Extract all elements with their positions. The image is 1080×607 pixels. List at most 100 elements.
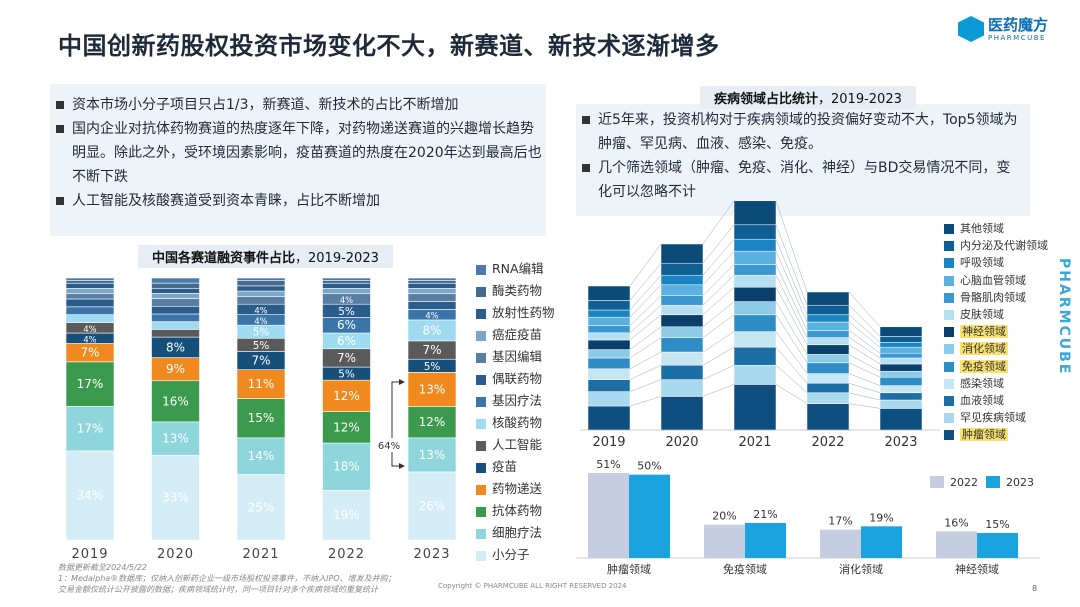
- connector-line: [702, 301, 735, 327]
- bar-segment: [151, 380, 200, 423]
- left-summary-box: [50, 84, 546, 236]
- bar-segment: [660, 304, 704, 316]
- connector-line: [775, 264, 808, 331]
- legend-swatch: [476, 308, 486, 319]
- bar-segment: [587, 391, 631, 407]
- bar-segment: [322, 277, 371, 281]
- bar-segment: [660, 243, 704, 264]
- bar-segment: [236, 369, 286, 399]
- legend-label: 放射性药物: [492, 305, 555, 320]
- connector-line: [629, 396, 662, 407]
- bar-segment: [806, 392, 850, 404]
- connector-line: [629, 314, 662, 341]
- connector-line: [629, 263, 662, 301]
- bar-segment: [151, 329, 200, 338]
- legend-swatch: [476, 550, 486, 561]
- legend-label: 2022: [950, 476, 978, 489]
- bar-segment: [806, 337, 850, 346]
- data-label: 15%: [248, 411, 275, 425]
- legend-swatch: [944, 258, 954, 269]
- bar-segment: [587, 309, 631, 318]
- x-tick-label: 2020: [665, 435, 698, 450]
- legend-swatch: [944, 344, 954, 355]
- legend-swatch: [476, 286, 486, 297]
- legend-swatch: [944, 430, 954, 441]
- connector-line: [702, 264, 735, 296]
- bar-segment: [806, 304, 850, 316]
- legend-item: 肿瘤领域: [944, 427, 1008, 443]
- side-brand-label: PHARMCUBE: [1056, 258, 1072, 376]
- x-tick-label: 2023: [884, 435, 917, 450]
- chart-title-year: ，2019-2023: [818, 92, 902, 107]
- legend-item: RNA编辑: [476, 261, 544, 277]
- bar-segment: [733, 346, 777, 366]
- data-label: 19%: [869, 511, 893, 524]
- legend-label: 抗体药物: [492, 503, 543, 518]
- data-label: 8%: [422, 323, 441, 337]
- bar: [861, 526, 902, 558]
- bar-segment: [407, 293, 457, 302]
- data-label: 13%: [419, 448, 446, 462]
- bar-segment: [65, 314, 115, 323]
- bar-segment: [65, 280, 115, 284]
- bar-segment: [660, 337, 704, 353]
- bar-segment: [660, 396, 704, 431]
- bar-segment: [879, 357, 923, 365]
- bar-segment: [733, 314, 777, 332]
- annotation-bracket: [391, 381, 404, 467]
- bar-segment: [660, 295, 704, 306]
- bar-segment: [322, 288, 371, 295]
- legend-swatch: [476, 462, 486, 473]
- bar-segment: [151, 293, 200, 299]
- data-label: 18%: [333, 460, 360, 474]
- chart-title-disease: 疾病领域占比统计，2019-2023: [700, 86, 916, 109]
- bar-segment: [587, 339, 631, 350]
- bar-segment: [407, 406, 457, 439]
- legend-label: 神经领域: [960, 325, 1008, 339]
- data-label: 19%: [333, 508, 360, 522]
- bar-segment: [322, 379, 371, 412]
- connector-line: [775, 200, 808, 293]
- bar-segment: [407, 471, 457, 541]
- data-label: 7%: [80, 346, 99, 360]
- bar-segment: [879, 363, 923, 372]
- data-label: 12%: [419, 415, 446, 429]
- bar-segment: [151, 287, 200, 294]
- connector-line: [702, 224, 735, 264]
- connector-line: [629, 326, 662, 350]
- connector-line: [848, 373, 881, 386]
- bar: [977, 533, 1018, 558]
- data-label: 20%: [712, 510, 736, 523]
- legend-label: 酶类药物: [492, 283, 543, 298]
- bar-segment: [322, 280, 371, 284]
- connector-line: [848, 382, 881, 394]
- bar-segment: [806, 314, 850, 323]
- bar-segment: [151, 277, 200, 284]
- legend-label: 基因编辑: [492, 349, 543, 364]
- legend-swatch: [944, 310, 954, 320]
- legend-label: 疫苗: [492, 459, 518, 474]
- bar-segment: [660, 326, 704, 338]
- legend-item: 罕见疾病领域: [944, 410, 1026, 426]
- legend-item: 基因疗法: [476, 393, 542, 409]
- legend-label: 其他领域: [960, 222, 1004, 235]
- data-label: 4%: [425, 311, 438, 321]
- data-label: 5%: [338, 369, 355, 381]
- connector-line: [775, 275, 808, 338]
- legend-item: 酶类药物: [476, 283, 542, 299]
- annotation-bg: [374, 438, 404, 452]
- logo-subtext: PHARMCUBE: [988, 34, 1046, 42]
- bar-segment: [151, 298, 200, 307]
- footnote-line: 1：Medalpha®数据库；仅纳入创新药企业一级市场股权投资事件，不纳入IPO…: [58, 574, 396, 583]
- legend-label: 呼吸领域: [960, 256, 1004, 270]
- bar-segment: [806, 354, 850, 364]
- connector-line: [702, 251, 735, 285]
- connector-line: [629, 243, 662, 287]
- chart-title-tracks: 中国各赛道融资事件占比，2019-2023: [138, 245, 393, 268]
- legend-item: 疫苗: [476, 459, 517, 475]
- legend-swatch: [944, 224, 954, 234]
- data-label: 12%: [333, 389, 360, 403]
- x-tick-label: 2019: [71, 547, 108, 562]
- connector-line: [702, 275, 735, 306]
